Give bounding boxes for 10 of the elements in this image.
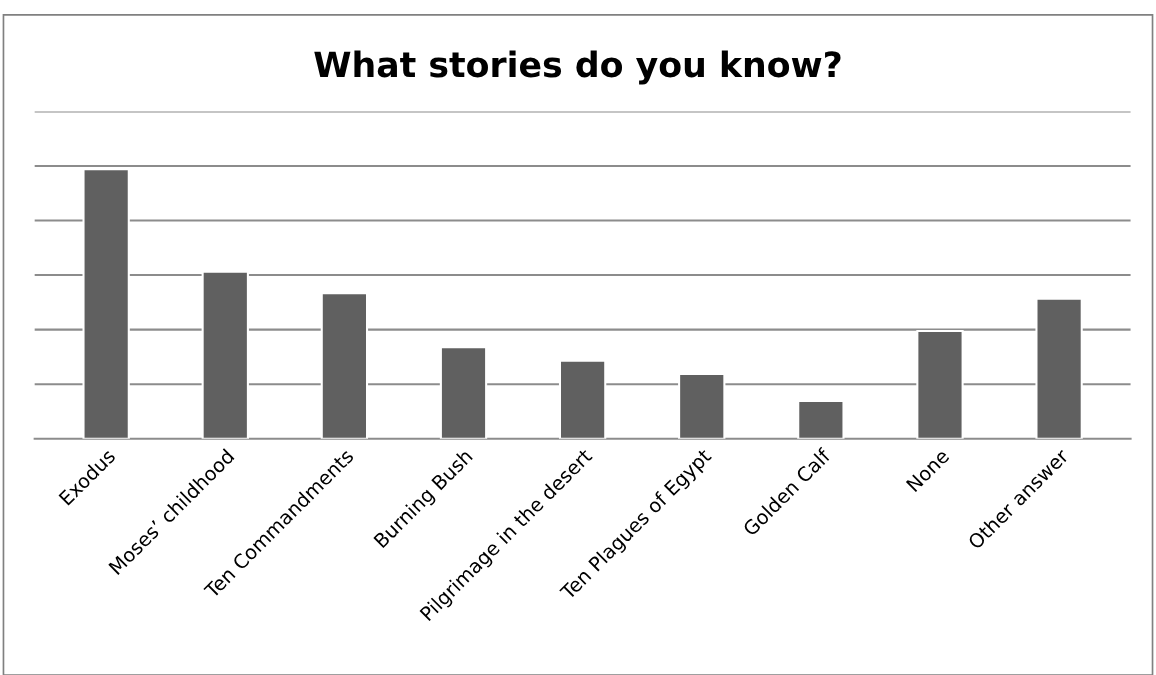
bar: [320, 292, 369, 439]
bar: [201, 270, 249, 439]
bar: [558, 359, 607, 439]
bar: [1035, 297, 1083, 439]
bar: [916, 329, 964, 439]
bar: [797, 399, 845, 439]
bar: [82, 168, 130, 439]
bar: [439, 346, 488, 439]
bar: [678, 373, 726, 439]
chart-title: What stories do you know?: [314, 50, 841, 85]
